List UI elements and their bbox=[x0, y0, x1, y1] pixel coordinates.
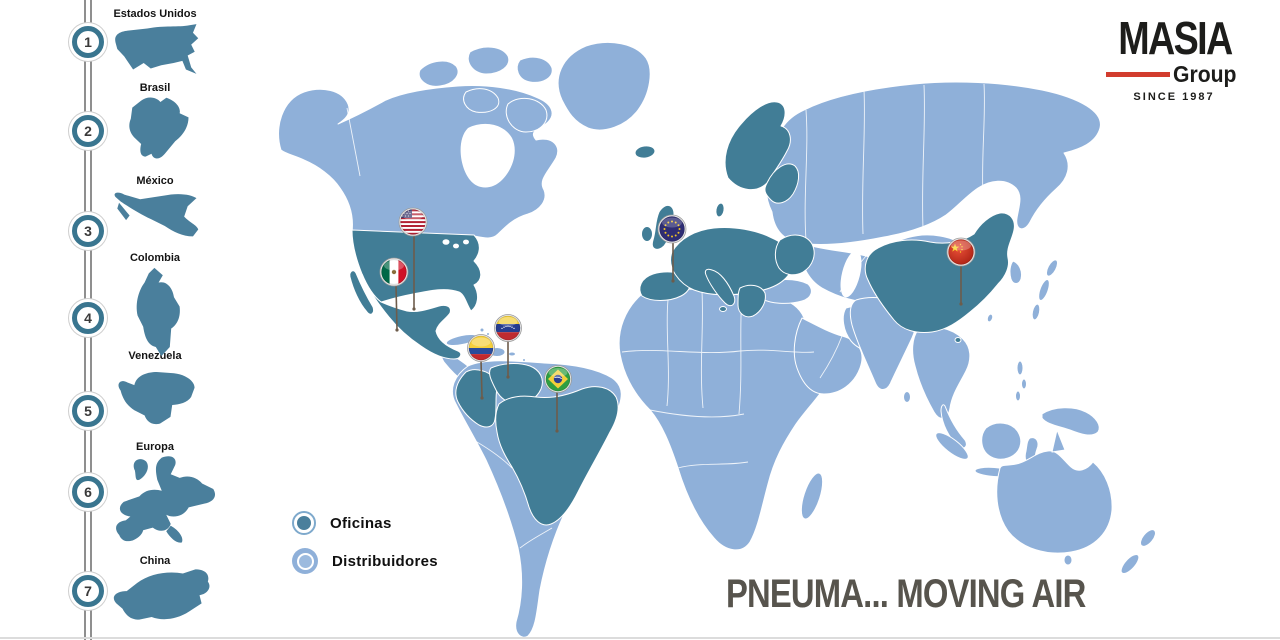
venezuela-silhouette-icon bbox=[118, 371, 195, 425]
map-legend: Oficinas Distribuidores bbox=[292, 510, 438, 586]
legend-offices-label: Oficinas bbox=[330, 514, 392, 532]
logo-since-text: SINCE 1987 bbox=[1133, 91, 1215, 104]
pin-brazil bbox=[544, 365, 572, 433]
china-flag bbox=[948, 239, 974, 265]
step-number: 2 bbox=[84, 123, 92, 139]
colombia-flag bbox=[468, 335, 494, 361]
map-country-canada bbox=[278, 85, 559, 239]
venezuela-flag bbox=[495, 315, 521, 341]
mexico-flag bbox=[381, 259, 407, 285]
map-region-arabia bbox=[793, 317, 863, 395]
map-country-greenland bbox=[557, 41, 651, 131]
brazil-flag bbox=[545, 366, 571, 392]
sidebar-step-2: 2 bbox=[72, 115, 104, 147]
map-office-regions bbox=[349, 101, 1015, 526]
sidebar-label-estados-unidos: Estados Unidos bbox=[113, 8, 197, 20]
pin-usa bbox=[398, 207, 428, 311]
colombia-silhouette-icon bbox=[136, 267, 180, 357]
usa-flag bbox=[400, 209, 426, 235]
step-number: 1 bbox=[84, 34, 92, 50]
europe-silhouette-icon bbox=[116, 456, 216, 543]
eu-flag bbox=[659, 216, 685, 242]
map-region-southeast-asia bbox=[912, 326, 971, 419]
sidebar-label-mexico: México bbox=[136, 175, 174, 187]
sidebar-step-5: 5 bbox=[72, 395, 104, 427]
step-number: 5 bbox=[84, 403, 92, 419]
pin-venezuela bbox=[494, 314, 522, 379]
bottom-divider bbox=[0, 637, 1280, 639]
sidebar-step-7: 7 bbox=[72, 575, 104, 607]
map-country-usa bbox=[351, 229, 482, 312]
map-country-brazil bbox=[495, 386, 619, 526]
map-country-china bbox=[864, 212, 1015, 333]
pin-china bbox=[946, 237, 976, 306]
sidebar-step-4: 4 bbox=[72, 302, 104, 334]
logo-red-line bbox=[1106, 72, 1170, 78]
legend-distributors-row: Distribuidores bbox=[292, 548, 438, 574]
distributors-marker-icon bbox=[292, 548, 318, 574]
sidebar-step-6: 6 bbox=[72, 476, 104, 508]
map-country-colombia bbox=[455, 369, 498, 428]
map-country-australia bbox=[996, 450, 1113, 554]
masia-group-logo: MASIA Group SINCE 1987 bbox=[1106, 12, 1242, 104]
china-silhouette-icon bbox=[113, 569, 210, 620]
step-number: 4 bbox=[84, 310, 92, 326]
tagline-text: PNEUMA... MOVING AIR bbox=[726, 572, 1086, 616]
sidebar-step-1: 1 bbox=[72, 26, 104, 58]
logo-group-text: Group bbox=[1173, 61, 1237, 88]
pin-colombia bbox=[467, 334, 495, 400]
legend-offices-row: Oficinas bbox=[292, 510, 438, 536]
sidebar-label-colombia: Colombia bbox=[129, 252, 181, 264]
pin-mexico bbox=[379, 257, 409, 332]
sidebar-step-3: 3 bbox=[72, 215, 104, 247]
legend-distributors-label: Distribuidores bbox=[332, 552, 438, 570]
brazil-silhouette-icon bbox=[129, 97, 189, 159]
map-region-europe bbox=[634, 101, 815, 318]
step-number: 3 bbox=[84, 223, 92, 239]
sidebar-label-brasil: Brasil bbox=[139, 82, 171, 94]
sidebar-label-europa: Europa bbox=[136, 441, 174, 453]
map-country-mexico bbox=[361, 273, 462, 360]
map-great-lakes bbox=[442, 239, 469, 249]
usa-silhouette-icon bbox=[115, 24, 199, 74]
sidebar-label-venezuela: Venezuela bbox=[128, 350, 182, 362]
step-number: 7 bbox=[84, 583, 92, 599]
mexico-silhouette-icon bbox=[114, 192, 199, 237]
sidebar-label-china: China bbox=[139, 555, 171, 567]
map-border-lines bbox=[346, 83, 985, 549]
map-country-russia bbox=[765, 81, 1101, 246]
logo-brand-text: MASIA bbox=[1118, 12, 1233, 64]
step-number: 6 bbox=[84, 484, 92, 500]
map-pins bbox=[379, 207, 976, 433]
offices-marker-icon bbox=[292, 511, 316, 535]
pin-europe bbox=[657, 214, 687, 283]
